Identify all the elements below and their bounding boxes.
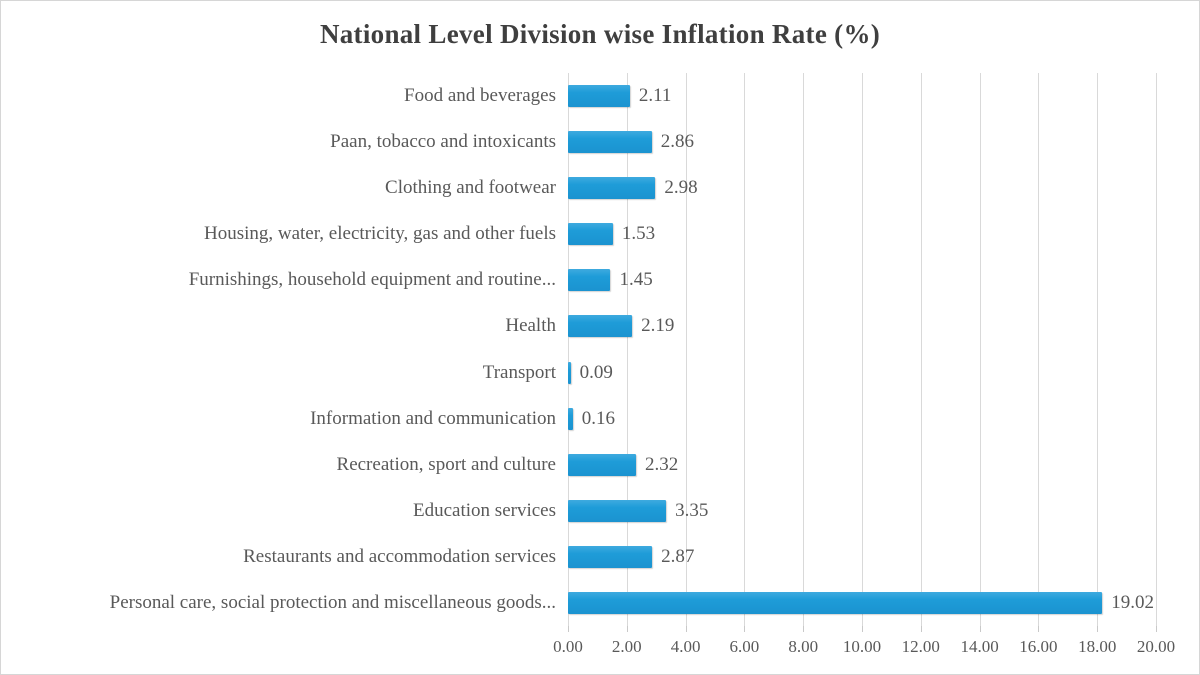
x-axis: 0.00 2.00 4.00 6.00 8.00 10.00 12.00 14.00 16.00…	[553, 637, 1175, 661]
value-label: 0.16	[581, 407, 615, 429]
bar-row: Restaurants and accommodation services 2.…	[1, 534, 1154, 580]
bar-row: Recreation, sport and culture 2.32	[1, 442, 1154, 488]
x-axis-tick-label: 0.00	[553, 637, 583, 656]
bar	[568, 545, 653, 568]
bar	[568, 131, 652, 154]
bar	[568, 591, 1103, 614]
category-label: Paan, tobacco and intoxicants	[330, 131, 556, 153]
x-axis-tick-mark	[744, 626, 746, 632]
plot-area	[568, 73, 1157, 632]
gridline	[1097, 73, 1099, 626]
category-label: Health	[505, 315, 556, 337]
bar-track: 2.86	[568, 119, 1154, 165]
category-label: Clothing and footwear	[385, 177, 556, 199]
bar-track: 2.98	[568, 165, 1154, 211]
x-axis-tick-mark	[920, 626, 922, 632]
gridline	[979, 73, 981, 626]
category-label: Restaurants and accommodation services	[243, 545, 556, 567]
value-label: 2.11	[638, 85, 672, 107]
x-axis-tick-mark	[979, 626, 981, 632]
category-label: Personal care, social protection and mis…	[109, 591, 556, 613]
bar-row: Transport 0.09	[1, 349, 1154, 395]
bar-row: Personal care, social protection and mis…	[1, 580, 1154, 626]
category-label: Furnishings, household equipment and rou…	[188, 269, 556, 291]
bar-track: 1.53	[568, 211, 1154, 257]
x-axis-tick-label: 16.00	[1019, 637, 1058, 656]
x-axis-tick-mark	[862, 626, 863, 632]
bar-row: Information and communication 0.16	[1, 396, 1154, 442]
bar	[568, 499, 667, 522]
bar	[568, 361, 571, 384]
x-axis-tick-label: 10.00	[842, 637, 882, 656]
gridline	[920, 73, 922, 626]
bar	[568, 85, 630, 108]
bar-track: 2.87	[568, 534, 1154, 580]
x-axis-tick-mark	[1097, 626, 1099, 632]
value-label: 2.19	[641, 315, 675, 337]
category-label: Information and communication	[310, 407, 556, 429]
x-axis-tick-label: 20.00	[1136, 637, 1176, 656]
category-label: Recreation, sport and culture	[336, 453, 556, 475]
bar-track: 0.09	[568, 349, 1154, 395]
x-axis-tick-label: 2.00	[611, 637, 642, 656]
bar	[568, 177, 656, 200]
x-axis-tick-mark	[1156, 626, 1157, 632]
gridline	[744, 73, 746, 626]
gridline	[685, 73, 687, 626]
x-axis-tick-label: 12.00	[901, 637, 940, 656]
bar-track: 19.02	[568, 580, 1154, 626]
bar-track: 2.32	[568, 442, 1154, 488]
bar-row: Housing, water, electricity, gas and oth…	[1, 211, 1154, 257]
bar-rows: Food and beverages 2.11 Paan, tobacco and …	[1, 73, 1154, 626]
x-axis-tick-mark	[803, 626, 805, 632]
chart-title: National Level Division wise Inflation R…	[319, 19, 881, 49]
x-axis-tick-mark	[685, 626, 687, 632]
value-label: 2.32	[644, 453, 679, 475]
gridline	[1038, 73, 1040, 626]
bar-row: Education services 3.35	[1, 488, 1154, 534]
bar	[568, 407, 573, 430]
value-label: 1.45	[619, 269, 653, 291]
gridline	[862, 73, 863, 626]
bar-track: 0.16	[568, 396, 1154, 442]
bar-row: Food and beverages 2.11	[1, 73, 1154, 119]
category-label: Food and beverages	[404, 85, 556, 107]
bar	[568, 269, 611, 292]
gridline	[803, 73, 805, 626]
category-label: Education services	[413, 499, 556, 521]
x-axis-tick-label: 6.00	[729, 637, 760, 656]
x-axis-tick-label: 14.00	[960, 637, 999, 656]
value-label: 2.87	[661, 545, 695, 567]
x-axis-tick-mark	[568, 626, 569, 632]
gridline	[626, 73, 628, 626]
bar-track: 3.35	[568, 488, 1154, 534]
category-label: Housing, water, electricity, gas and oth…	[203, 223, 556, 245]
bar-track: 1.45	[568, 257, 1154, 303]
value-label: 0.09	[579, 361, 613, 383]
bar-track: 2.19	[568, 303, 1154, 349]
bar-row: Health 2.19	[1, 303, 1154, 349]
gridline	[568, 73, 569, 626]
bar	[568, 453, 636, 476]
x-axis-tick-label: 18.00	[1078, 637, 1117, 656]
bar-track: 2.11	[568, 73, 1154, 119]
bar	[568, 223, 613, 246]
value-label: 3.35	[675, 499, 709, 521]
bar-row: Paan, tobacco and intoxicants 2.86	[1, 119, 1154, 165]
value-label: 1.53	[621, 223, 656, 245]
x-axis-tick-label: 4.00	[670, 637, 701, 656]
category-label: Transport	[482, 361, 556, 383]
x-axis-tick-mark	[1038, 626, 1040, 632]
value-label: 19.02	[1111, 591, 1154, 613]
value-label: 2.98	[664, 177, 698, 199]
gridline	[1156, 73, 1157, 626]
bar	[568, 315, 633, 338]
bar-row: Clothing and footwear 2.98	[1, 165, 1154, 211]
x-axis-tick-label: 8.00	[788, 637, 819, 656]
bar-row: Furnishings, household equipment and rou…	[1, 257, 1154, 303]
value-label: 2.86	[660, 131, 695, 153]
x-axis-tick-mark	[626, 626, 628, 632]
